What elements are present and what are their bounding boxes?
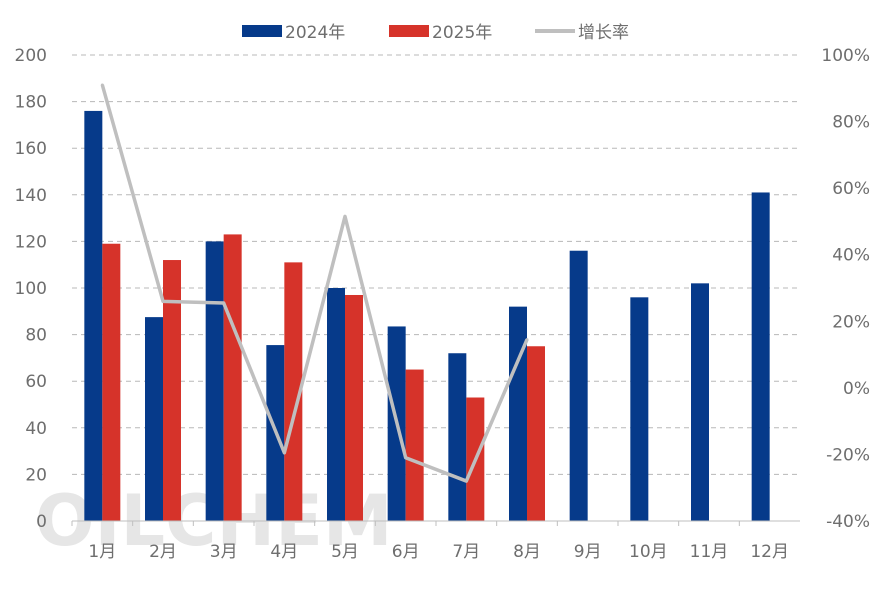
bar-2024	[630, 297, 649, 521]
y2-tick-label: 100%	[821, 46, 870, 66]
y-tick-label: 40	[25, 419, 47, 439]
bar-2024	[448, 353, 467, 521]
legend: 2024年 2025年 增长率	[242, 23, 629, 43]
gridlines	[72, 54, 800, 475]
bar-2024	[145, 317, 163, 521]
growth-rate-point	[222, 301, 226, 305]
growth-rate-point	[100, 83, 104, 87]
y2-tick-label: 0%	[843, 379, 870, 399]
x-tick-label: 10月	[629, 542, 668, 562]
growth-rate-point	[525, 338, 529, 342]
growth-line-group	[100, 83, 529, 483]
x-tick-label: 6月	[392, 542, 420, 562]
y-tick-label: 200	[15, 46, 47, 66]
y-tick-label: 140	[15, 186, 47, 206]
y2-tick-label: 80%	[832, 113, 870, 133]
bar-2024	[569, 250, 588, 521]
bar-2025	[284, 262, 303, 521]
y-tick-label: 0	[36, 512, 47, 532]
growth-rate-point	[343, 214, 347, 218]
x-tick-label: 4月	[270, 542, 298, 562]
growth-rate-line	[100, 84, 529, 483]
y2-tick-label: 60%	[832, 179, 870, 199]
x-tick-label: 8月	[513, 542, 541, 562]
y-tick-label: 20	[25, 465, 47, 485]
bar-2024	[691, 283, 709, 521]
bar-2024	[509, 306, 527, 521]
bar-2024	[84, 110, 103, 522]
legend-swatch-1	[389, 25, 429, 37]
y-tick-label: 60	[25, 372, 47, 392]
bar-2025	[345, 294, 363, 521]
y-tick-label: 100	[15, 279, 47, 299]
x-tick-label: 1月	[88, 542, 116, 562]
x-tick-label: 12月	[750, 542, 789, 562]
bar-2025	[527, 346, 545, 521]
y2-tick-label: 20%	[832, 312, 870, 332]
y2-tick-label: -40%	[826, 512, 870, 532]
legend-label: 2024年	[285, 23, 345, 43]
legend-label: 增长率	[578, 23, 629, 43]
growth-rate-point	[282, 451, 286, 455]
bar-2025	[405, 369, 424, 521]
legend-swatch-0	[242, 25, 282, 37]
x-tick-label: 7月	[452, 542, 480, 562]
growth-rate-point	[161, 299, 165, 303]
growth-rate-point	[404, 456, 408, 460]
bar-2025	[102, 243, 121, 522]
x-tick-label: 11月	[690, 542, 729, 562]
y-tick-label: 160	[15, 139, 47, 159]
y2-tick-label: -20%	[826, 445, 870, 465]
y-tick-label: 180	[15, 93, 47, 113]
x-tick-label: 2月	[149, 542, 177, 562]
bars-group	[84, 110, 770, 522]
bar-2025	[223, 234, 242, 521]
bar-2025	[163, 260, 181, 521]
y-tick-label: 80	[25, 326, 47, 346]
bar-2024	[751, 192, 770, 521]
bar-2024	[327, 288, 345, 521]
axes-group: 0 20 40 60 80 100 120 140 160 180 200 -40% -20% 0% 20%…	[15, 46, 870, 562]
y2-tick-label: 40%	[832, 246, 870, 266]
x-tick-label: 3月	[210, 542, 238, 562]
x-tick-label: 5月	[331, 542, 359, 562]
legend-label: 2025年	[432, 23, 492, 43]
growth-rate-point	[464, 479, 468, 483]
x-tick-label: 9月	[574, 542, 602, 562]
y-tick-label: 120	[15, 232, 47, 252]
bar-2024	[205, 241, 224, 521]
